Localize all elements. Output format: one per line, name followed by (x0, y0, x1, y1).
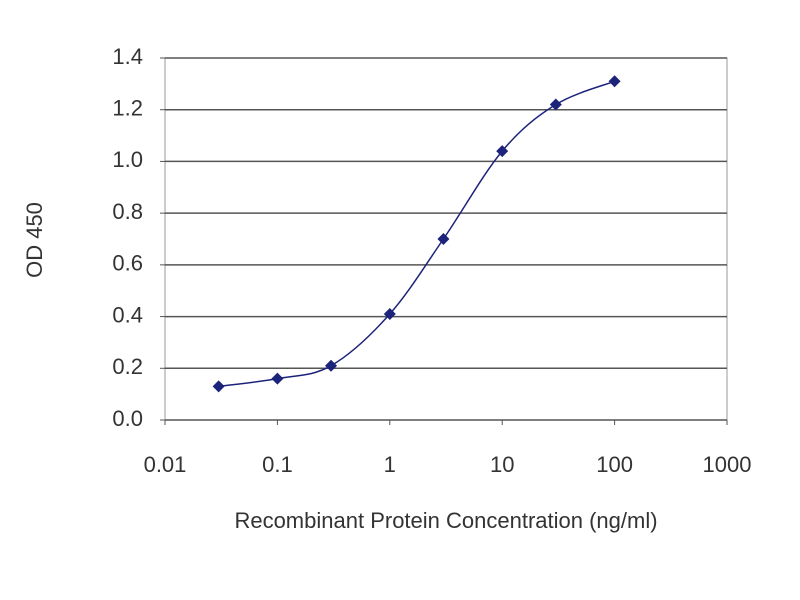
data-point (608, 75, 621, 88)
series-line (218, 80, 615, 388)
y-tick-label: 0.6 (112, 251, 143, 276)
x-tick-label: 100 (596, 452, 633, 477)
y-tick-label: 0.0 (112, 406, 143, 431)
x-axis-label: Recombinant Protein Concentration (ng/ml… (234, 508, 657, 533)
data-point (383, 307, 396, 320)
y-tick-label: 1.2 (112, 96, 143, 121)
y-tick-label: 1.0 (112, 147, 143, 172)
x-tick-label: 1 (384, 452, 396, 477)
data-point (496, 145, 509, 158)
data-point (212, 380, 225, 393)
data-point (271, 372, 284, 385)
x-tick-label: 1000 (703, 452, 752, 477)
data-point (325, 359, 338, 372)
y-tick-label: 0.2 (112, 354, 143, 379)
x-tick-label: 0.01 (144, 452, 187, 477)
x-tick-label: 0.1 (262, 452, 293, 477)
y-tick-label: 0.4 (112, 302, 143, 327)
y-tick-label: 0.8 (112, 199, 143, 224)
data-point (549, 98, 562, 111)
y-tick-label: 1.4 (112, 44, 143, 69)
y-axis-label: OD 450 (22, 202, 47, 278)
data-point (437, 233, 450, 245)
x-tick-label: 10 (490, 452, 514, 477)
